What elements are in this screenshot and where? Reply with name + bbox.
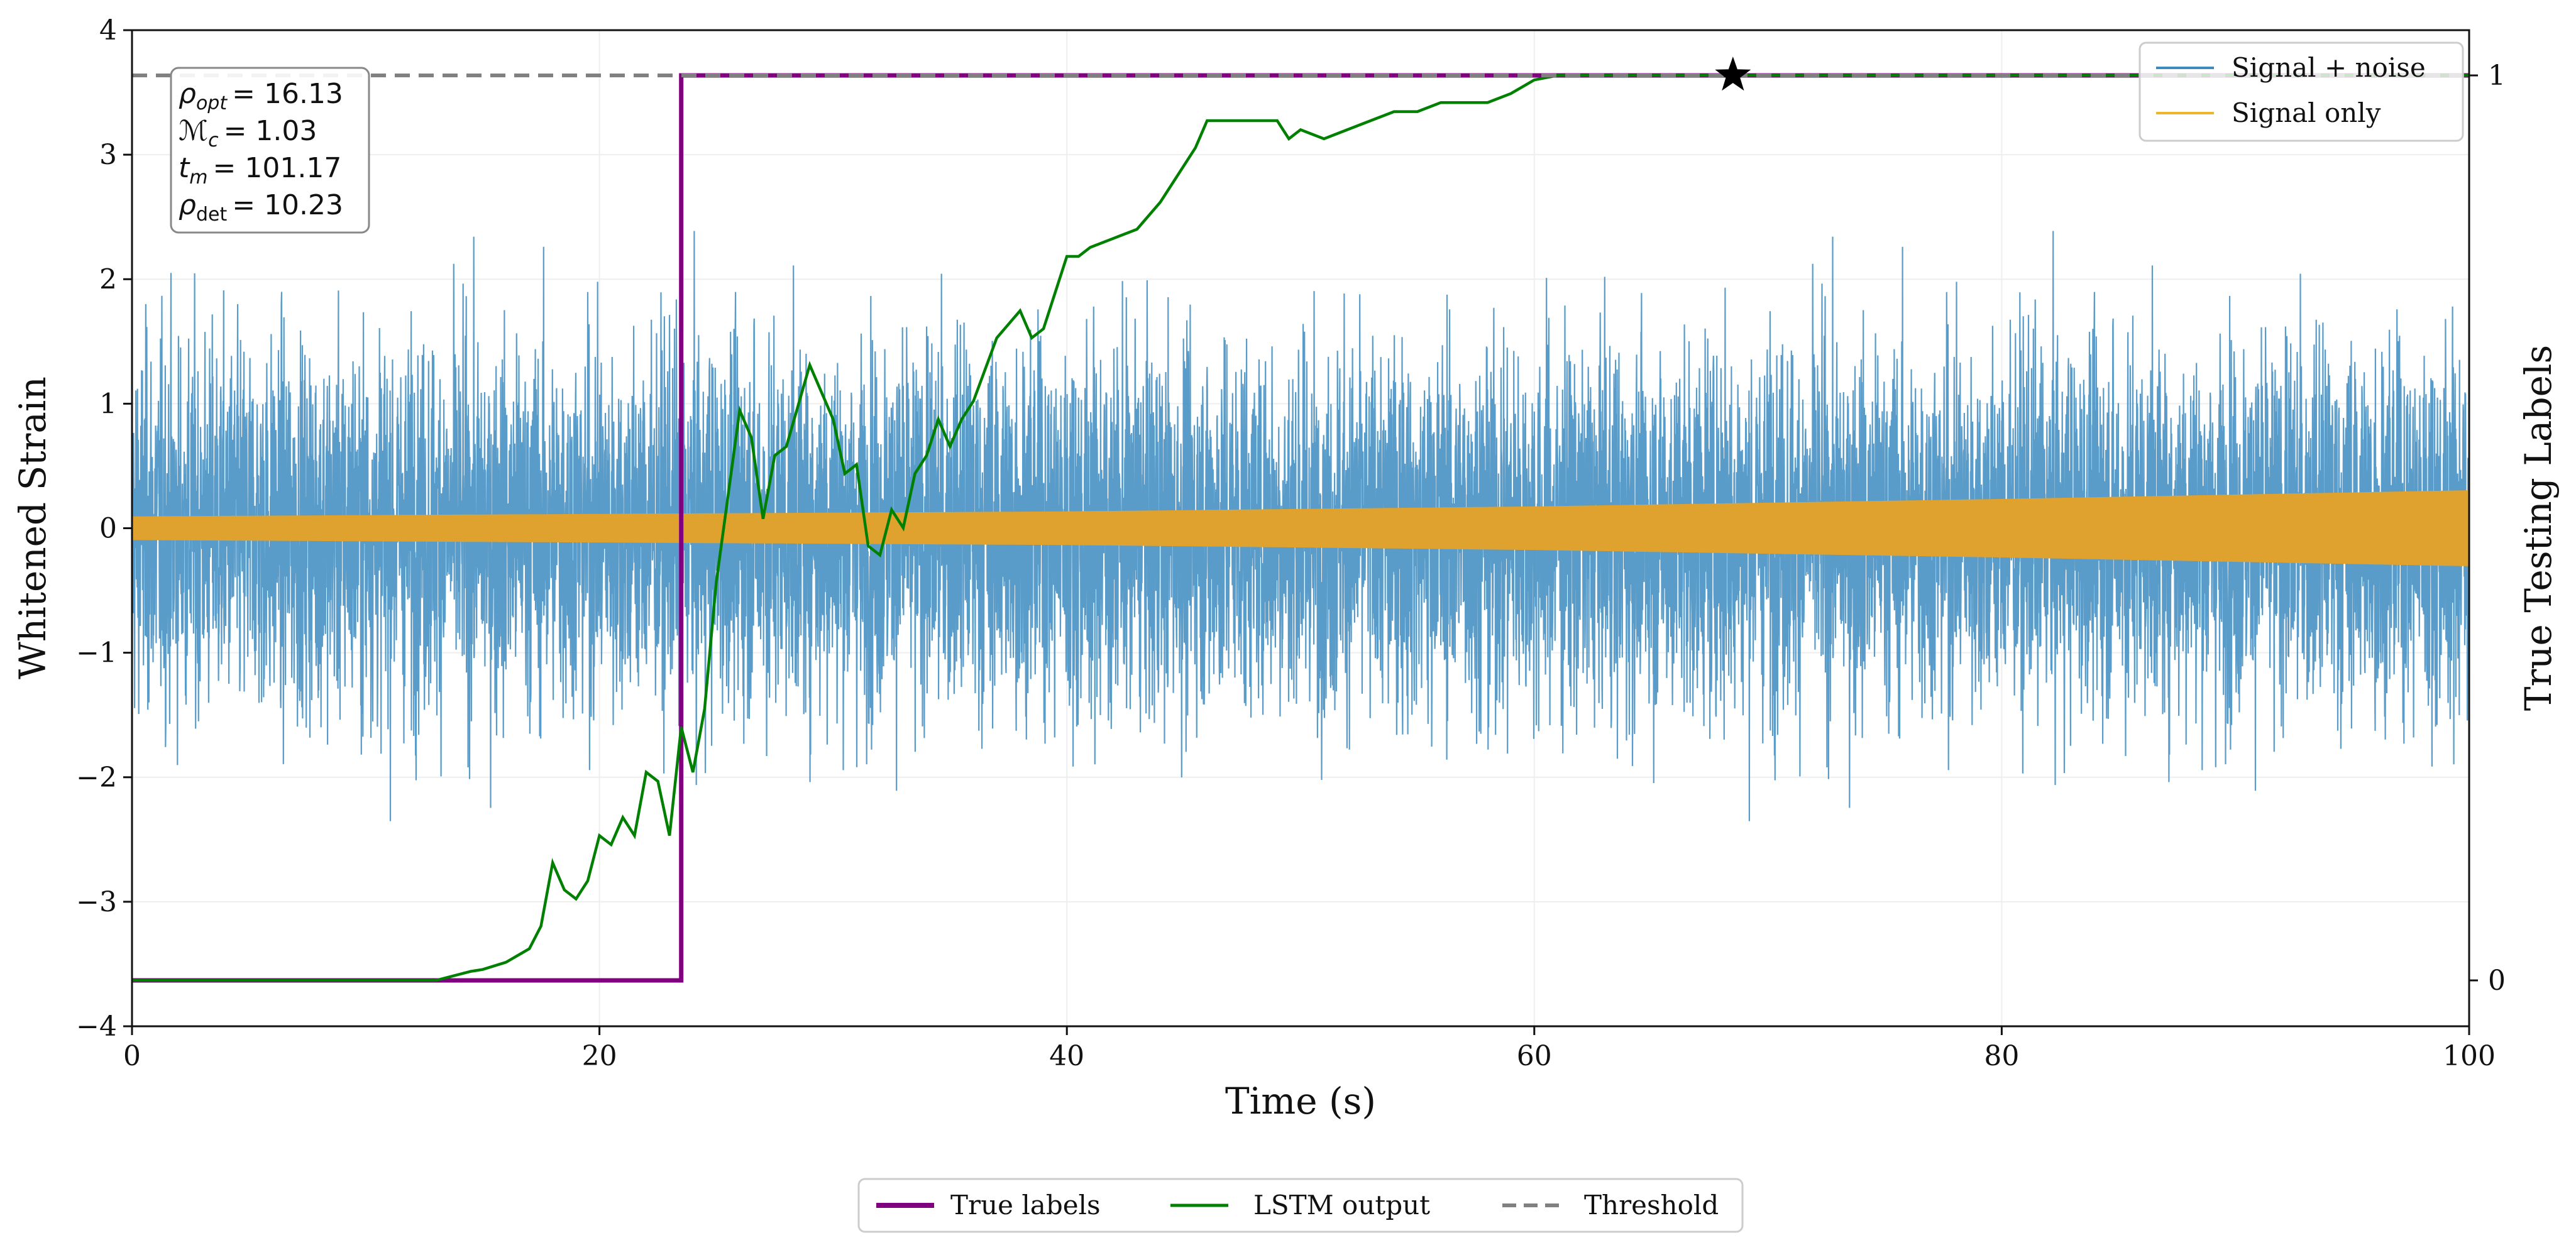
legend-label-threshold: Threshold [1584,1190,1719,1220]
annotation-chirp-mass: ℳc = 1.03 [179,115,317,151]
legend-label-lstm-output: LSTM output [1253,1190,1430,1220]
legend-label-signal-noise: Signal + noise [2232,52,2426,83]
x-axis-ticks: 0 20 40 60 80 100 [123,1026,2496,1072]
lstm-output-series [132,74,2469,982]
y-right-axis-ticks: 01 [2469,60,2506,997]
x-tick-label: 20 [582,1040,617,1072]
y-tick-label: 0 [99,513,117,545]
y-tick-label: 3 [99,139,117,171]
detection-star-icon [1715,57,1751,91]
y-tick-label: −4 [76,1011,117,1043]
legend-label-true-labels: True labels [950,1190,1101,1220]
lstm-output-line [132,74,2469,982]
annotation-box: ρopt = 16.13 ℳc = 1.03 tm = 101.17 ρdet = 10… [170,67,370,234]
y-tick-label: −2 [76,762,117,794]
x-tick-label: 60 [1517,1040,1552,1072]
x-tick-label: 100 [2443,1040,2496,1072]
x-tick-label: 80 [1984,1040,2019,1072]
annotation-frame [170,67,370,234]
y-right-tick-label: 0 [2488,965,2506,997]
annotation-rho-opt: ρopt = 16.13 [179,78,343,114]
x-tick-label: 40 [1049,1040,1084,1072]
y-tick-label: −3 [76,886,117,918]
y-axis-label: Whitened Strain [11,376,54,679]
y-tick-label: 1 [99,388,117,420]
annotation-rho-det: ρdet = 10.23 [179,189,343,226]
legend-top-frame [2138,41,2464,142]
y-axis-ticks: −4 −3 −2 −1 0 1 2 3 4 [76,14,132,1043]
legend-bottom-frame [857,1178,1744,1233]
y-right-axis-label: True Testing Labels [2517,345,2560,711]
x-axis-label: Time (s) [1225,1080,1376,1122]
x-tick-label: 0 [123,1040,141,1072]
legend-top: Signal + noise Signal only [2138,41,2464,142]
annotation-t-merger: tm = 101.17 [179,152,341,189]
y-tick-label: 4 [99,14,117,47]
y-tick-label: −1 [76,637,117,669]
detection-marker [1715,57,1751,91]
y-tick-label: 2 [99,263,117,295]
legend-bottom: True labels LSTM output Threshold [857,1178,1744,1233]
y-right-tick-label: 1 [2488,60,2506,92]
legend-label-signal-only: Signal only [2232,97,2381,128]
